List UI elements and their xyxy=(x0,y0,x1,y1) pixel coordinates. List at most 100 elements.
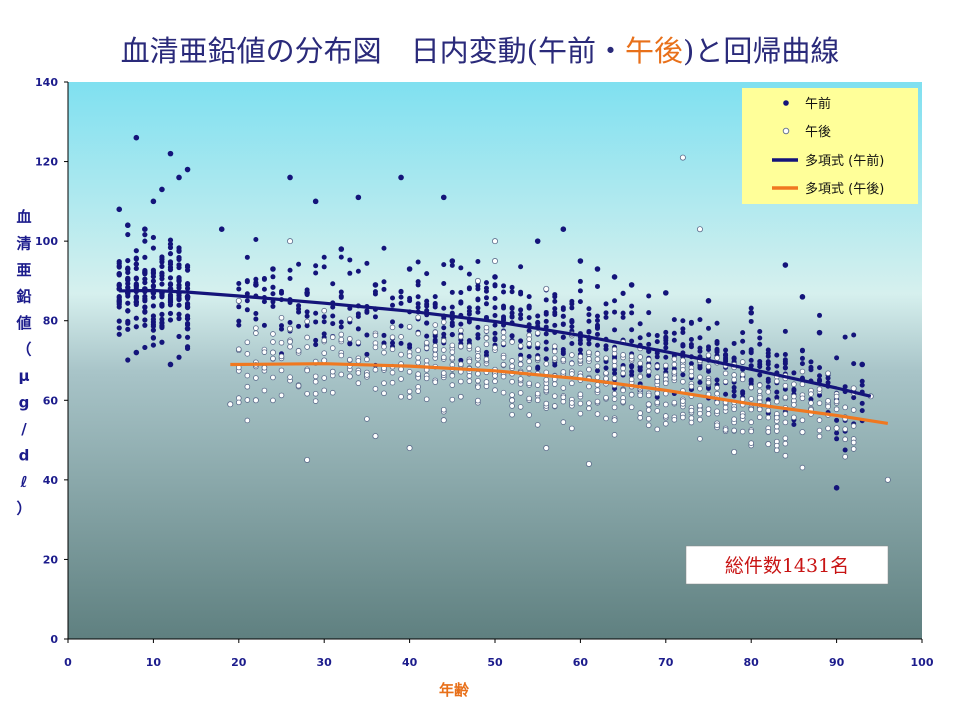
data-point-am xyxy=(244,254,250,260)
data-point-pm xyxy=(423,345,430,351)
data-point-pm xyxy=(372,332,379,339)
data-point-am xyxy=(663,334,669,340)
data-point-pm xyxy=(252,397,259,404)
data-point-pm xyxy=(475,361,481,368)
data-point-pm xyxy=(432,346,439,353)
data-point-pm xyxy=(577,391,584,398)
data-point-am xyxy=(697,379,703,385)
data-point-am xyxy=(296,303,302,309)
data-point-am xyxy=(159,311,165,317)
data-point-am xyxy=(765,376,771,382)
data-point-pm xyxy=(850,446,857,452)
data-point-pm xyxy=(287,343,293,350)
data-point-pm xyxy=(782,394,789,401)
data-point-pm xyxy=(406,388,413,395)
data-point-am xyxy=(279,323,284,329)
y-axis-label-char: 鉛 xyxy=(16,288,31,306)
data-point-am xyxy=(680,372,686,378)
data-point-pm xyxy=(705,379,712,386)
data-point-am xyxy=(688,342,694,348)
y-tick-label: 40 xyxy=(43,474,59,487)
data-point-am xyxy=(184,267,191,273)
data-point-pm xyxy=(423,339,430,346)
data-point-pm xyxy=(748,440,754,446)
data-point-am xyxy=(560,226,567,233)
data-point-am xyxy=(646,341,652,347)
data-point-am xyxy=(629,327,635,333)
data-point-pm xyxy=(645,415,652,422)
x-tick-label: 10 xyxy=(146,656,162,669)
data-point-am xyxy=(432,333,438,339)
data-point-am xyxy=(543,311,549,317)
data-point-pm xyxy=(799,381,806,388)
data-point-am xyxy=(740,389,746,395)
data-point-am xyxy=(654,339,660,345)
data-point-am xyxy=(492,296,498,302)
data-point-am xyxy=(167,244,174,251)
axes: 0 10 20 30 40 50 60 70 80 90 100 0 20 40 60 80 100 120 140… xyxy=(15,76,933,699)
data-point-am xyxy=(535,366,541,372)
chart-title: 血清亜鉛値の分布図 日内変動(午前・午後)と回帰曲線 xyxy=(0,28,960,70)
data-point-pm xyxy=(680,414,686,421)
data-point-pm xyxy=(227,401,234,408)
data-point-pm xyxy=(577,400,584,407)
data-point-am xyxy=(586,306,592,312)
data-point-pm xyxy=(808,391,814,397)
data-point-am xyxy=(483,295,489,301)
data-point-pm xyxy=(526,365,532,372)
data-point-am xyxy=(150,321,156,328)
data-point-am xyxy=(133,275,139,281)
regression-curves xyxy=(119,288,889,425)
data-point-am xyxy=(629,363,635,369)
data-point-pm xyxy=(244,417,251,424)
data-point-am xyxy=(492,322,498,328)
data-point-pm xyxy=(440,347,447,353)
data-point-am xyxy=(628,282,635,288)
data-point-pm xyxy=(611,396,618,402)
point-cloud xyxy=(116,231,865,471)
data-point-pm xyxy=(364,356,370,363)
x-tick-label: 40 xyxy=(402,656,418,669)
data-point-pm xyxy=(389,324,396,331)
data-point-pm xyxy=(534,397,541,404)
data-point-pm xyxy=(381,349,387,356)
data-point-am xyxy=(184,263,191,269)
y-axis-label-char: ℓ xyxy=(19,473,27,491)
data-point-am xyxy=(833,485,840,491)
data-point-pm xyxy=(808,400,814,406)
data-point-am xyxy=(364,351,370,357)
data-point-pm xyxy=(825,370,831,377)
data-point-am xyxy=(509,284,515,290)
y-tick-label: 20 xyxy=(43,553,59,566)
data-point-am xyxy=(415,304,421,310)
data-point-am xyxy=(688,320,694,326)
data-point-pm xyxy=(791,381,797,388)
data-point-am xyxy=(757,361,763,367)
data-point-pm xyxy=(611,358,618,365)
data-point-pm xyxy=(526,380,532,387)
data-point-pm xyxy=(603,395,609,401)
data-point-am xyxy=(150,245,156,251)
data-point-pm xyxy=(261,349,268,355)
data-point-am xyxy=(398,174,404,181)
data-point-am xyxy=(390,302,396,308)
data-point-am xyxy=(415,301,421,307)
data-point-pm xyxy=(637,410,643,416)
data-point-am xyxy=(526,315,532,321)
data-point-pm xyxy=(654,390,661,397)
data-point-pm xyxy=(611,362,618,369)
data-point-am xyxy=(475,324,481,330)
data-point-pm xyxy=(774,414,780,421)
data-point-am xyxy=(723,391,729,397)
data-point-am xyxy=(313,319,319,325)
data-point-pm xyxy=(731,449,738,456)
y-axis-label-char: 亜 xyxy=(16,261,31,279)
data-point-am xyxy=(176,333,182,340)
data-point-pm xyxy=(526,395,532,402)
data-point-pm xyxy=(304,318,310,325)
data-point-pm xyxy=(620,370,626,377)
data-point-am xyxy=(851,395,857,401)
data-point-pm xyxy=(697,410,703,417)
data-point-pm xyxy=(662,362,669,369)
data-point-am xyxy=(757,335,763,341)
